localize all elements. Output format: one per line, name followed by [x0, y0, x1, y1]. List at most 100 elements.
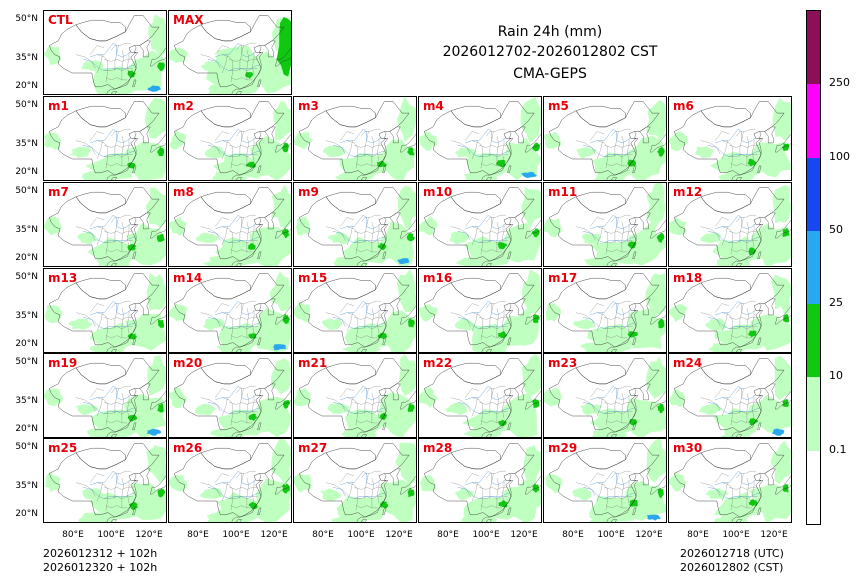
rain-area-light	[146, 444, 166, 483]
province-border	[730, 163, 753, 167]
province-border	[479, 145, 508, 148]
province-border	[229, 240, 258, 243]
province-border	[590, 217, 605, 227]
province-border	[502, 138, 505, 162]
country-border	[264, 40, 276, 58]
map-panel: m1	[43, 96, 167, 181]
country-border	[514, 212, 526, 230]
coastline	[775, 305, 791, 325]
province-border	[597, 226, 608, 255]
province-border	[605, 335, 628, 339]
rain-map	[669, 440, 791, 522]
province-border	[97, 482, 108, 511]
rain-area-light	[205, 146, 227, 159]
rain-area-light	[206, 45, 275, 91]
coastline	[361, 349, 367, 352]
province-border	[450, 226, 471, 241]
lon-tick-label: 100°E	[597, 530, 625, 540]
rain-area-light	[704, 317, 727, 331]
river	[207, 402, 260, 414]
province-border	[489, 303, 494, 329]
province-border	[236, 215, 256, 223]
rain-area-light	[124, 394, 166, 437]
member-label: m15	[298, 271, 328, 285]
lat-tick-label: 35°N	[15, 53, 38, 63]
coastline	[632, 422, 637, 430]
province-border	[222, 482, 233, 511]
rain-area-light	[95, 255, 131, 266]
country-border	[700, 278, 751, 300]
coastline	[775, 219, 791, 239]
rain-area-light	[206, 512, 243, 522]
rain-area-light	[522, 269, 541, 314]
province-border	[722, 226, 733, 255]
rain-area-light	[748, 314, 791, 351]
province-border	[604, 231, 633, 234]
country-border	[389, 212, 401, 230]
rain-area-heavy	[146, 428, 162, 436]
province-border	[354, 402, 383, 405]
river	[82, 59, 135, 71]
rain-area-light	[215, 343, 252, 352]
coastline	[757, 251, 762, 259]
country-border	[700, 106, 751, 128]
lat-tick-label: 20°N	[15, 81, 38, 91]
rain-area-light	[271, 183, 291, 229]
river	[707, 231, 760, 243]
province-border	[604, 496, 633, 499]
province-border	[614, 388, 619, 414]
rain-area-light	[169, 216, 187, 236]
coastline	[731, 473, 764, 522]
province-border	[739, 303, 744, 329]
river	[465, 214, 506, 230]
province-border	[479, 411, 508, 414]
coastline	[481, 473, 514, 522]
lon-tick-label: 80°E	[312, 530, 334, 540]
footer-init-time: 2026012312 + 102h 2026012320 + 102h	[43, 547, 157, 575]
province-border	[104, 317, 133, 320]
province-border	[114, 45, 119, 71]
province-border	[252, 310, 255, 334]
rain-area-moderate	[127, 244, 137, 251]
rain-area-light	[544, 218, 563, 238]
map-panel: m11	[543, 182, 667, 267]
rain-area-light	[713, 491, 763, 519]
country-border	[200, 106, 251, 128]
country-border	[325, 448, 376, 470]
rain-area-light	[44, 45, 61, 66]
country-border	[139, 212, 151, 230]
province-border	[479, 326, 508, 329]
province-border	[340, 303, 355, 313]
coastline	[361, 177, 367, 180]
province-border	[590, 131, 605, 141]
country-border	[639, 126, 651, 144]
coastline	[650, 133, 666, 153]
province-border	[596, 482, 603, 502]
province-border	[729, 411, 758, 414]
province-border	[752, 224, 755, 248]
coastline	[106, 303, 139, 352]
river	[90, 385, 131, 401]
rain-area-light	[333, 255, 369, 266]
river	[207, 487, 260, 499]
province-border	[486, 386, 506, 394]
map-panel: m26	[168, 438, 292, 523]
coastline	[650, 219, 666, 239]
province-border	[700, 226, 721, 241]
province-border	[354, 231, 383, 234]
member-label: m2	[173, 99, 194, 113]
coastline	[400, 305, 416, 325]
coastline	[382, 165, 387, 173]
rain-area-light	[454, 317, 477, 331]
map-panel: m12	[668, 182, 792, 267]
province-border	[114, 388, 119, 414]
map-panel: m4	[418, 96, 542, 181]
province-border	[729, 145, 758, 148]
province-border	[222, 312, 233, 341]
province-border	[222, 140, 233, 169]
province-border	[114, 303, 119, 329]
rain-area-light	[399, 354, 416, 396]
province-border	[230, 77, 253, 81]
province-border	[361, 471, 381, 479]
province-border	[715, 303, 730, 313]
